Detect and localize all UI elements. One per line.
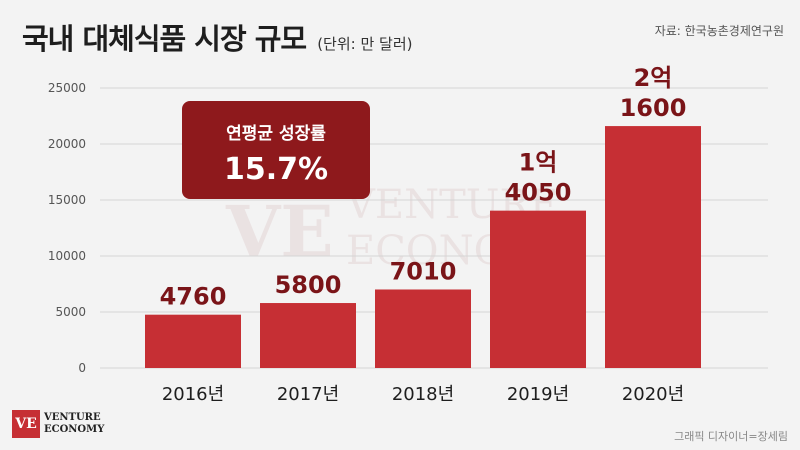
y-tick-label: 0 [78,361,86,375]
x-tick-label: 2018년 [392,384,454,405]
source-label: 자료: 한국농촌경제연구원 [654,24,784,38]
logo-line2: ECONOMY [44,424,105,435]
bar [145,314,241,368]
logo: VE VENTURE ECONOMY [12,410,132,440]
cagr-label: 연평균 성장률 [226,124,326,144]
y-tick-label: 10000 [48,249,86,263]
y-tick-label: 25000 [48,81,86,95]
data-label: 1600 [620,94,687,122]
data-label: 1억 [519,149,558,177]
cagr-value: 15.7% [223,152,329,187]
data-label: 4760 [160,283,227,311]
bar [260,303,356,368]
y-tick-label: 20000 [48,137,86,151]
x-tick-label: 2019년 [507,384,569,405]
y-tick-label: 5000 [55,305,86,319]
bar [490,210,586,368]
logo-line1: VENTURE [44,412,101,423]
data-label: 4050 [505,179,572,207]
x-tick-label: 2016년 [162,384,224,405]
data-label: 5800 [275,271,342,299]
cagr-box: 연평균 성장률 15.7% [182,101,370,199]
x-tick-label: 2017년 [277,384,339,405]
logo-mark: VE [12,410,40,438]
data-label: 7010 [390,257,457,285]
data-label: 2억 [634,64,673,92]
bar [375,289,471,368]
title-area: 국내 대체식품 시장 규모 (단위: 만 달러) [22,16,412,58]
x-tick-label: 2020년 [622,384,684,405]
y-tick-label: 15000 [48,193,86,207]
logo-text: VENTURE ECONOMY [44,412,104,436]
bar [605,126,701,368]
chart-title: 국내 대체식품 시장 규모 [22,22,307,56]
unit-label: (단위: 만 달러) [317,35,413,53]
credit-label: 그래픽 디자이너=장세림 [674,430,788,443]
